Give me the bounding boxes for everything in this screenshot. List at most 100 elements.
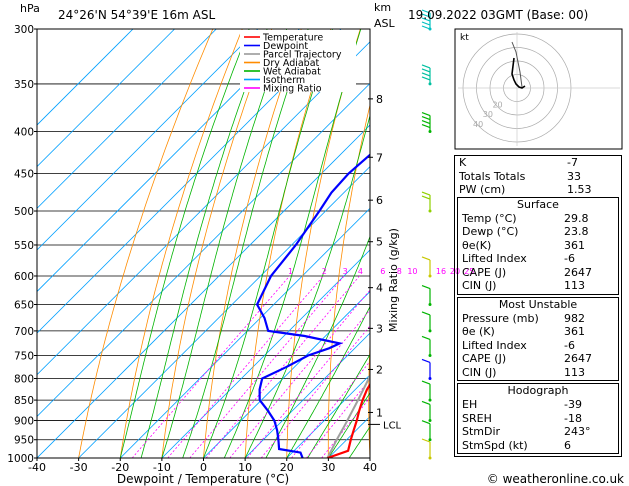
km-tick-label: 7: [376, 151, 383, 164]
isotherm-line: [37, 124, 370, 458]
legend-label: Mixing Ratio: [263, 84, 322, 95]
mixing-ratio-line: [131, 275, 290, 458]
temperature-tick-label: 20: [280, 461, 294, 474]
mixing-ratio-line: [229, 289, 370, 458]
pressure-tick-label: 400: [14, 127, 34, 139]
most-unstable-title: Most Unstable: [498, 297, 578, 311]
isotherm-line: [120, 207, 370, 458]
surface-value: 29.8: [564, 211, 589, 225]
credit-text: © weatheronline.co.uk: [487, 472, 624, 486]
wind-barb-flag: [421, 13, 431, 18]
legend-label: Parcel Trajectory: [263, 50, 342, 61]
pressure-tick-label: 550: [14, 240, 34, 252]
wind-barb: [421, 335, 432, 357]
pressure-tick-label: 500: [14, 206, 34, 218]
km-tick-label: 6: [376, 194, 383, 207]
hodograph-ring-label: 30: [483, 110, 493, 119]
mixing-ratio-line: [167, 275, 324, 458]
wind-barbs: [421, 9, 432, 460]
wet-adiabat-line: [307, 353, 370, 458]
hodo-label: SREH: [462, 411, 492, 425]
asl-label: ASL: [374, 17, 396, 30]
wind-barb-flag: [421, 21, 431, 26]
pressure-tick-label: 950: [14, 435, 34, 447]
index-row-pw: PW (cm) 1.53: [455, 183, 621, 197]
hodo-value: 6: [564, 438, 571, 452]
hodo-row: StmDir 243°: [458, 425, 618, 439]
wind-barb-dot: [428, 418, 432, 422]
isotherm-line: [78, 166, 370, 458]
temperature-tick-label: -10: [153, 461, 171, 474]
wind-barb: [421, 311, 432, 333]
mu-value: 2647: [564, 352, 592, 365]
wind-barb-flag: [421, 17, 431, 22]
hodograph-ring-label: 40: [473, 120, 483, 129]
mixing-ratio-label: 1: [288, 267, 293, 276]
index-value: 33: [567, 169, 581, 183]
surface-label: θe(K): [462, 238, 492, 252]
index-value: 1.53: [567, 183, 592, 196]
wind-barb-dot: [428, 329, 432, 333]
wind-barb: [421, 284, 432, 307]
hodo-label: StmDir: [462, 425, 501, 438]
wind-barb-dot: [428, 130, 432, 134]
wind-barb-flag: [421, 438, 431, 443]
hodo-value: -39: [564, 398, 582, 411]
surface-label: Lifted Index: [462, 252, 527, 265]
km-tick-label: 1: [376, 406, 383, 419]
wind-barb-flag: [421, 335, 431, 341]
km-tick-label: 5: [376, 236, 383, 249]
mu-label: CIN (J): [462, 365, 497, 379]
wind-barb-flag: [421, 123, 431, 129]
isotherm-line: [37, 82, 370, 417]
index-row-k: K -7: [455, 156, 621, 170]
y-axis-title: Mixing Ratio (g/kg): [387, 228, 400, 332]
index-row-totals: Totals Totals 33: [455, 170, 621, 184]
surface-row: CAPE (J) 2647: [458, 266, 618, 280]
surface-box: Surface Temp (°C) 29.8 Dewp (°C) 23.8 θe(K…: [457, 196, 619, 295]
pressure-tick-label: 700: [14, 326, 34, 338]
mu-label: θe (K): [462, 325, 495, 338]
hodo-label: StmSpd (kt): [462, 438, 528, 452]
hpa-label: hPa: [20, 2, 40, 15]
km-tick-label: 4: [376, 282, 383, 295]
mixing-ratio-label: 25: [464, 267, 474, 276]
pressure-tick-label: 450: [14, 168, 34, 180]
hodo-value: -18: [564, 411, 582, 425]
mu-row: Lifted Index -6: [458, 339, 618, 353]
wind-barb: [421, 380, 432, 402]
km-label: km: [374, 1, 391, 14]
surface-label: CIN (J): [462, 279, 497, 292]
dry-adiabat-line: [408, 29, 449, 458]
temperature-tick-label: 30: [321, 461, 335, 474]
mixing-ratio-label: 4: [358, 267, 363, 276]
wet-adiabat-line: [203, 29, 333, 458]
surface-label: CAPE (J): [462, 265, 507, 279]
mu-value: 982: [564, 311, 585, 325]
mu-label: Lifted Index: [462, 338, 527, 352]
dry-adiabat-line: [244, 29, 332, 458]
surface-value: -6: [564, 252, 575, 265]
legend-label: Temperature: [262, 33, 323, 44]
pressure-tick-label: 900: [14, 415, 34, 427]
wind-barb: [421, 111, 432, 134]
most-unstable-box: Most Unstable Pressure (mb) 982 θe (K) 361…: [457, 296, 619, 381]
hodo-label: EH: [462, 398, 478, 411]
isotherm-line: [37, 41, 370, 376]
mu-row: θe (K) 361: [458, 325, 618, 339]
mu-row: Pressure (mb) 982: [458, 312, 618, 326]
mixing-ratio-label: 10: [407, 267, 417, 276]
temperature-tick-label: -40: [28, 461, 46, 474]
wind-barb-flag: [421, 64, 431, 69]
pressure-tick-label: 800: [14, 373, 34, 385]
surface-value: 2647: [564, 265, 592, 279]
temperature-tick-label: 10: [238, 461, 252, 474]
isotherm-line: [37, 29, 259, 251]
surface-row: Lifted Index -6: [458, 252, 618, 266]
wet-adiabat-line: [140, 29, 268, 458]
km-tick-label: 8: [376, 93, 383, 106]
hodograph-table-title: Hodograph: [507, 384, 569, 397]
surface-label: Temp (°C): [462, 211, 517, 225]
